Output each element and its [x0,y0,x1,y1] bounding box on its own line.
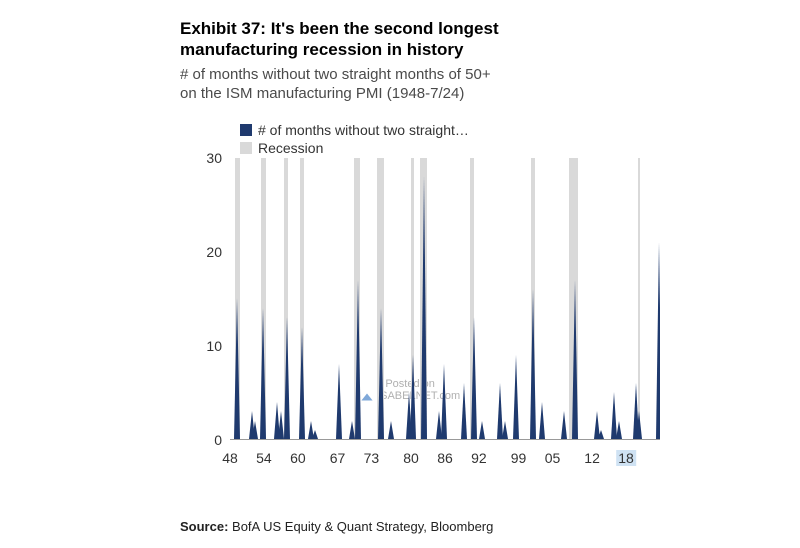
data-spike [349,418,355,439]
x-tick: 60 [290,450,306,466]
data-spike [513,352,519,439]
data-spike [502,418,508,439]
y-tick: 30 [192,150,222,166]
data-spike [636,408,642,439]
data-spike [336,361,342,439]
legend: # of months without two straight… Recess… [240,122,760,156]
x-tick: 18 [616,450,636,466]
data-spike [252,418,258,439]
data-spike [260,305,266,439]
data-spike [561,408,567,439]
data-spike [299,324,305,439]
legend-recession-swatch [240,142,252,154]
x-tick: 99 [511,450,527,466]
y-tick: 0 [192,432,222,448]
data-spike [616,418,622,439]
data-spike [410,352,416,439]
legend-series-label: # of months without two straight… [258,122,469,138]
legend-series: # of months without two straight… [240,122,760,138]
legend-recession: Recession [240,140,760,156]
data-spike [284,314,290,439]
data-spike [479,418,485,439]
y-tick: 10 [192,338,222,354]
source-line: Source: BofA US Equity & Quant Strategy,… [180,519,493,534]
title-rest: It's been the second longest [266,19,499,38]
data-spike [471,314,477,439]
legend-series-swatch [240,124,252,136]
data-spike [234,295,240,439]
x-tick: 73 [364,450,380,466]
data-spike [388,418,394,439]
exhibit-label: Exhibit 37: [180,19,266,38]
data-spike [441,361,447,439]
chart: 0102030 Posted on ISABELNET.com 48546067… [200,158,660,468]
watermark-logo-icon [360,392,374,402]
data-spike [530,286,536,439]
y-axis: 0102030 [192,158,222,440]
x-tick: 86 [437,450,453,466]
x-tick: 05 [545,450,561,466]
x-tick: 54 [256,450,272,466]
x-tick: 48 [222,450,238,466]
data-spike [656,239,660,439]
data-spike [421,173,427,439]
x-tick: 12 [584,450,600,466]
data-spike [572,277,578,439]
chart-header: Exhibit 37: It's been the second longest… [180,18,760,104]
source-label: Source: [180,519,228,534]
data-spike [355,277,361,439]
subtitle-line-1: # of months without two straight months … [180,65,760,85]
data-spike [312,427,318,439]
data-spike [378,305,384,439]
plot-area: Posted on ISABELNET.com [230,158,660,440]
x-tick: 67 [330,450,346,466]
data-spike [598,427,604,439]
data-spike [539,399,545,439]
title-line-2: manufacturing recession in history [180,39,760,60]
x-tick: 92 [471,450,487,466]
x-tick: 80 [403,450,419,466]
page: Exhibit 37: It's been the second longest… [0,0,800,548]
title-line-1: Exhibit 37: It's been the second longest [180,18,760,39]
legend-recession-label: Recession [258,140,323,156]
y-tick: 20 [192,244,222,260]
source-text: BofA US Equity & Quant Strategy, Bloombe… [228,519,493,534]
x-axis: 485460677380869299051218 [230,444,660,468]
data-spike [461,380,467,439]
subtitle-line-2: on the ISM manufacturing PMI (1948-7/24) [180,84,760,104]
